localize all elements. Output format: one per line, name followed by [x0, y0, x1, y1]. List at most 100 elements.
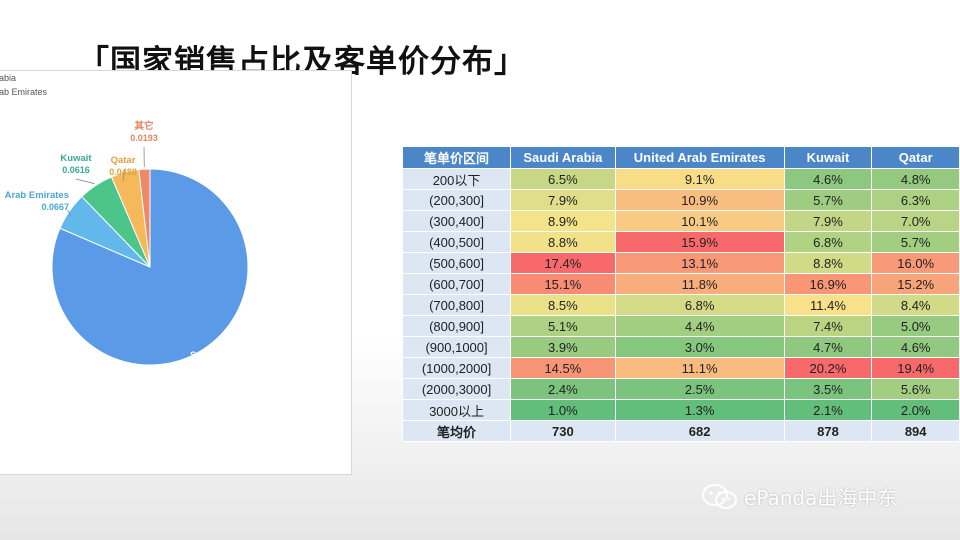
table-cell: 13.1%: [614, 252, 785, 274]
table-cell: 4.8%: [871, 168, 960, 190]
table-cell: 4.6%: [783, 168, 873, 190]
pie-legend: rabia rab Emirates: [0, 71, 47, 99]
table-cell: 7.9%: [783, 210, 873, 232]
pie-label-qatar: Qatar: [111, 155, 136, 166]
table-row: (2000,3000] 2.4% 2.5% 3.5% 5.6%: [401, 378, 960, 400]
table-cell: 3.9%: [510, 336, 616, 358]
table-cell: 5.7%: [871, 231, 960, 253]
table-cell: 8.8%: [783, 252, 873, 274]
column-header[interactable]: Qatar: [871, 146, 960, 169]
pie-value-label-其它: 0.0193: [130, 133, 158, 143]
wechat-icon: [702, 483, 737, 509]
table-row: (800,900] 5.1% 4.4% 7.4% 5.0%: [401, 315, 960, 337]
table-header-row: 笔单价区间 Saudi Arabia United Arab Emirates Kuw…: [401, 146, 960, 169]
table-cell: 17.4%: [510, 252, 616, 274]
pie-leader-line-kuwait: [75, 178, 95, 185]
table-row: (700,800] 8.5% 6.8% 11.4% 8.4%: [401, 294, 960, 316]
summary-cell: 730: [510, 420, 616, 442]
table-cell: 8.8%: [510, 231, 616, 253]
pie-label-united-arab-emirates: Arab Emirates: [5, 190, 69, 201]
table-cell: 2.1%: [783, 399, 873, 421]
table-cell: 6.8%: [614, 294, 785, 316]
table-row: (300,400] 8.9% 10.1% 7.9% 7.0%: [401, 210, 960, 232]
pie-label-kuwait: Kuwait: [60, 153, 92, 164]
column-header[interactable]: United Arab Emirates: [614, 146, 785, 169]
table-row: (400,500] 8.8% 15.9% 6.8% 5.7%: [401, 231, 960, 253]
pie-value-label-united-arab-emirates: 0.0667: [41, 202, 69, 212]
row-label: (400,500]: [401, 231, 512, 253]
table-cell: 4.4%: [614, 315, 785, 337]
table-cell: 15.2%: [871, 273, 960, 295]
table-cell: 8.4%: [871, 294, 960, 316]
column-header[interactable]: 笔单价区间: [401, 146, 512, 169]
table-cell: 10.1%: [614, 210, 785, 232]
table-cell: 7.0%: [871, 210, 960, 232]
pie-value-label-kuwait: 0.0616: [62, 165, 90, 175]
table-cell: 1.3%: [614, 399, 785, 421]
summary-cell: 894: [871, 420, 960, 442]
table-cell: 16.0%: [871, 252, 960, 274]
row-label: (800,900]: [401, 315, 512, 337]
legend-item-uae[interactable]: rab Emirates: [0, 87, 48, 97]
pie-slice-saudi-arabia[interactable]: [51, 168, 249, 366]
table-cell: 19.4%: [871, 357, 960, 379]
row-label: (1000,2000]: [401, 357, 512, 379]
table-cell: 5.0%: [871, 315, 960, 337]
table-cell: 7.4%: [783, 315, 873, 337]
table-row: 200以下 6.5% 9.1% 4.6% 4.8%: [401, 168, 960, 190]
row-label: (600,700]: [401, 273, 512, 295]
table-cell: 4.6%: [871, 336, 960, 358]
table-cell: 4.7%: [783, 336, 873, 358]
summary-label: 笔均价: [401, 420, 512, 442]
table-cell: 2.5%: [614, 378, 785, 400]
table-cell: 2.0%: [871, 399, 960, 421]
table-row: (900,1000] 3.9% 3.0% 4.7% 4.6%: [401, 336, 960, 358]
table-cell: 5.1%: [510, 315, 616, 337]
table-row: (200,300] 7.9% 10.9% 5.7% 6.3%: [401, 189, 960, 211]
pie-leader-line-united-arab-emirates: [67, 209, 72, 217]
table-cell: 16.9%: [783, 273, 873, 295]
table-cell: 6.3%: [871, 189, 960, 211]
table-row: (600,700] 15.1% 11.8% 16.9% 15.2%: [401, 273, 960, 295]
summary-row: 笔均价 730 682 878 894: [401, 420, 960, 442]
table-cell: 8.9%: [510, 210, 616, 232]
table-cell: 11.1%: [614, 357, 785, 379]
column-header[interactable]: Saudi Arabia: [510, 146, 616, 169]
table-cell: 10.9%: [614, 189, 785, 211]
pie-label-其它: 其它: [134, 120, 153, 132]
legend-item-saudi-arabia[interactable]: rabia: [0, 73, 17, 83]
pie-slice-其它[interactable]: [138, 168, 151, 268]
table-cell: 8.5%: [510, 294, 616, 316]
table-cell: 1.0%: [510, 399, 616, 421]
table-cell: 3.5%: [783, 378, 873, 400]
table-cell: 2.4%: [510, 378, 616, 400]
pie-leader-line-qatar: [122, 170, 125, 182]
price-distribution-table: 笔单价区间 Saudi Arabia United Arab Emirates Kuw…: [401, 146, 960, 442]
table-cell: 14.5%: [510, 357, 616, 379]
table-cell: 20.2%: [783, 357, 873, 379]
row-label: (200,300]: [401, 189, 512, 211]
row-label: (700,800]: [401, 294, 512, 316]
row-label: 3000以上: [401, 399, 512, 421]
row-label: (300,400]: [401, 210, 512, 232]
pie-label-saudi-arabia: Sa: [190, 350, 202, 361]
table-cell: 3.0%: [614, 336, 785, 358]
pie-value-label-qatar: 0.0488: [109, 167, 137, 177]
price-distribution-table-wrap: 笔单价区间 Saudi Arabia United Arab Emirates Kuw…: [401, 146, 960, 442]
table-cell: 6.5%: [510, 168, 616, 190]
row-label: 200以下: [401, 168, 512, 190]
table-cell: 9.1%: [614, 168, 785, 190]
row-label: (500,600]: [401, 252, 512, 274]
table-cell: 15.9%: [614, 231, 785, 253]
column-header[interactable]: Kuwait: [783, 146, 873, 169]
table-row: 3000以上 1.0% 1.3% 2.1% 2.0%: [401, 399, 960, 421]
pie-chart-panel: rabia rab Emirates Sa Arab Emirates0.0667…: [0, 70, 352, 475]
summary-cell: 682: [614, 420, 785, 442]
table-cell: 11.4%: [783, 294, 873, 316]
table-cell: 7.9%: [510, 189, 616, 211]
table-row: (500,600] 17.4% 13.1% 8.8% 16.0%: [401, 252, 960, 274]
table-cell: 6.8%: [783, 231, 873, 253]
watermark: ePanda出海中东: [702, 482, 897, 511]
row-label: (2000,3000]: [401, 378, 512, 400]
